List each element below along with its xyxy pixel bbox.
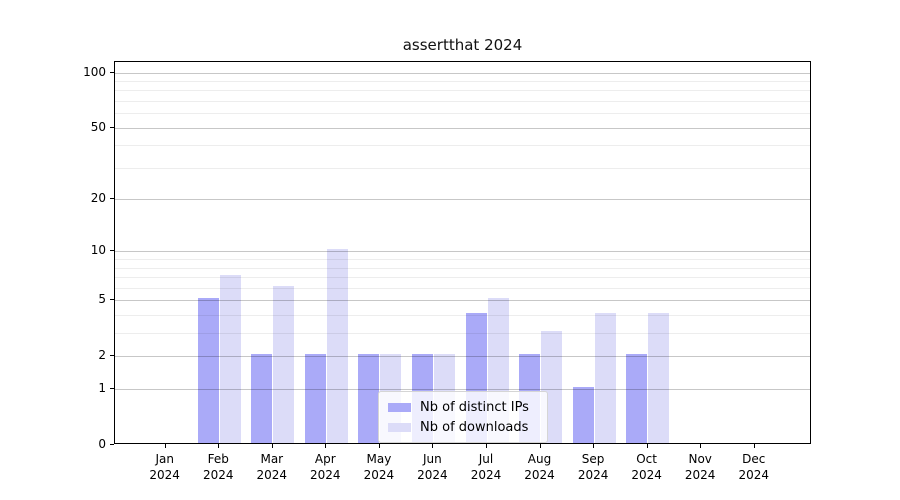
y-tick-label-10: 10 [90, 243, 106, 258]
x-tick-label-feb-2024: Feb 2024 [203, 452, 234, 482]
legend-label-downloads: Nb of downloads [420, 419, 529, 435]
x-tick-feb-2024 [218, 444, 220, 448]
x-tick-aug-2024 [539, 444, 541, 448]
x-tick-label-nov-2024: Nov 2024 [684, 452, 716, 482]
x-tick-label-mar-2024: Mar 2024 [256, 452, 288, 482]
y-tick-10 [110, 250, 114, 252]
y-tick-5 [110, 299, 114, 301]
y-tick-20 [110, 198, 114, 200]
y-tick-2 [110, 355, 114, 357]
x-tick-dec-2024 [753, 444, 755, 448]
bar-nb-of-distinct-ips-apr-2024 [304, 354, 326, 443]
y-tick-100 [110, 71, 114, 73]
bar-nb-of-downloads-feb-2024 [219, 275, 241, 443]
x-tick-label-may-2024: May 2024 [363, 452, 395, 482]
bars-layer [115, 62, 810, 443]
legend-swatch-downloads [388, 422, 411, 432]
x-tick-label-sep-2024: Sep 2024 [577, 452, 609, 482]
x-tick-may-2024 [378, 444, 380, 448]
x-tick-sep-2024 [593, 444, 595, 448]
x-tick-apr-2024 [325, 444, 327, 448]
bar-nb-of-downloads-sep-2024 [594, 313, 616, 443]
bar-nb-of-downloads-apr-2024 [326, 249, 348, 443]
x-tick-jan-2024 [164, 444, 166, 448]
x-tick-jun-2024 [432, 444, 434, 448]
y-tick-50 [110, 126, 114, 128]
x-tick-label-apr-2024: Apr 2024 [310, 452, 341, 482]
y-tick-label-1: 1 [98, 381, 106, 396]
bar-nb-of-downloads-oct-2024 [648, 313, 670, 443]
y-tick-label-50: 50 [90, 119, 106, 134]
legend-item-distinct-ips: Nb of distinct IPs [388, 397, 538, 417]
bar-nb-of-distinct-ips-sep-2024 [572, 387, 594, 443]
y-tick-label-0: 0 [98, 437, 106, 451]
legend-swatch-distinct-ips [388, 402, 411, 412]
y-tick-label-2: 2 [98, 348, 106, 363]
legend: Nb of distinct IPs Nb of downloads [378, 391, 548, 443]
legend-label-distinct-ips: Nb of distinct IPs [420, 399, 529, 415]
x-tick-label-oct-2024: Oct 2024 [631, 452, 662, 482]
bar-nb-of-distinct-ips-oct-2024 [626, 354, 648, 443]
chart-title: assertthat 2024 [402, 36, 523, 54]
x-tick-label-dec-2024: Dec 2024 [738, 452, 770, 482]
y-tick-0 [110, 444, 114, 445]
x-tick-label-jun-2024: Jun 2024 [417, 452, 448, 482]
bar-nb-of-distinct-ips-feb-2024 [197, 298, 219, 443]
legend-item-downloads: Nb of downloads [388, 417, 538, 437]
bar-nb-of-distinct-ips-mar-2024 [251, 354, 273, 443]
y-tick-label-100: 100 [83, 64, 106, 79]
x-tick-mar-2024 [271, 444, 273, 448]
y-tick-1 [110, 388, 114, 390]
x-tick-nov-2024 [700, 444, 702, 448]
x-tick-label-jul-2024: Jul 2024 [470, 452, 502, 482]
bar-nb-of-distinct-ips-may-2024 [358, 354, 380, 443]
x-tick-label-jan-2024: Jan 2024 [149, 452, 180, 482]
x-tick-jul-2024 [486, 444, 487, 448]
x-tick-oct-2024 [646, 444, 648, 448]
y-tick-label-5: 5 [98, 292, 106, 307]
bar-nb-of-downloads-mar-2024 [273, 285, 295, 443]
y-tick-label-20: 20 [90, 191, 106, 206]
plot-area: Nb of distinct IPs Nb of downloads [114, 61, 811, 444]
x-tick-label-aug-2024: Aug 2024 [524, 452, 555, 482]
